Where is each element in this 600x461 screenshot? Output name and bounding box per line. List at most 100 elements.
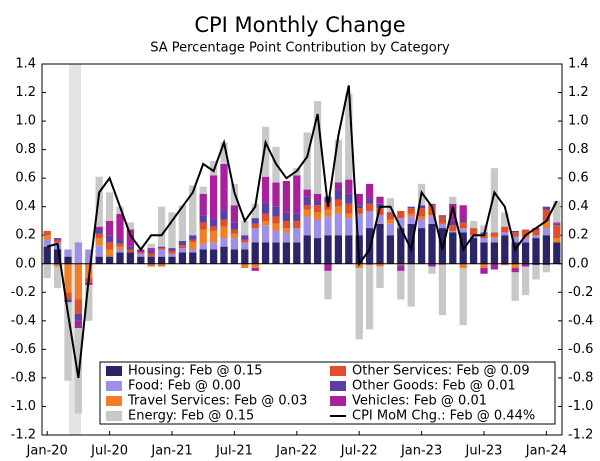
bar (282, 220, 291, 229)
bar (137, 252, 145, 254)
bar (64, 299, 72, 303)
y-tick-label: 1.2 (15, 85, 36, 100)
bar (261, 220, 270, 226)
bar (324, 270, 332, 300)
bar (324, 216, 332, 236)
bar (376, 223, 384, 264)
bar (199, 243, 207, 250)
bar (532, 235, 540, 239)
bar (95, 233, 103, 239)
bar (417, 219, 426, 229)
bar (272, 242, 280, 264)
bar (542, 265, 551, 273)
legend-swatch (106, 411, 122, 421)
bar (449, 225, 457, 231)
bar (469, 238, 478, 264)
bar (480, 263, 488, 269)
bar (324, 235, 332, 264)
bar (490, 168, 499, 233)
bar (168, 253, 176, 257)
bar (449, 230, 457, 233)
bar (168, 250, 176, 254)
bar (126, 246, 135, 250)
bar (209, 175, 218, 219)
bar (313, 193, 322, 201)
plot: -1.2 -1.2 -1.0 -1.0 -0.8 -0.8 -0.6 -0.6 -0.4 -0.4… (11, 57, 594, 459)
bar (511, 272, 519, 301)
bar (334, 182, 343, 190)
bar (64, 263, 72, 293)
bar (313, 101, 322, 194)
y-tick-label: -0.4 (11, 313, 36, 328)
y-tick-label: 1.4 (15, 57, 36, 72)
bar (199, 186, 207, 194)
bar (334, 189, 343, 200)
x-tick-label: Jan-23 (400, 444, 442, 459)
bar (241, 235, 249, 240)
bar (168, 256, 176, 264)
legend-label: Food: Feb @ 0.00 (128, 379, 241, 394)
bar (168, 212, 176, 249)
bar (95, 226, 103, 230)
bar (480, 225, 488, 233)
bar (74, 242, 83, 264)
bar (116, 243, 124, 247)
bar (438, 263, 447, 266)
legend-label: Other Goods: Feb @ 0.01 (352, 379, 516, 394)
y2-tick-label: 1.2 (568, 85, 589, 100)
bar (438, 216, 447, 224)
chart-subtitle: SA Percentage Point Contribution by Cate… (150, 41, 450, 56)
bar (74, 299, 83, 314)
bar (189, 235, 197, 240)
bar (459, 268, 467, 326)
x-tick-label: Jan-21 (150, 444, 192, 459)
bar (365, 198, 374, 204)
bar (272, 223, 280, 231)
bar (220, 142, 228, 164)
bar (95, 256, 103, 264)
bar (521, 236, 530, 239)
bar (345, 93, 353, 180)
bar (241, 220, 249, 236)
bar (355, 208, 363, 214)
legend-swatch (330, 396, 346, 406)
bar (241, 249, 249, 264)
bar (303, 205, 311, 210)
bar (126, 229, 135, 247)
bar (438, 215, 447, 217)
bar (386, 213, 395, 220)
bar (251, 268, 259, 271)
bar (428, 263, 436, 267)
bar (147, 243, 155, 249)
bar (105, 220, 114, 236)
bar (189, 242, 197, 250)
bar (74, 263, 83, 300)
bar (53, 239, 62, 243)
bar (490, 232, 499, 237)
legend-label: Other Services: Feb @ 0.09 (352, 364, 530, 379)
bar (334, 206, 343, 214)
bar (43, 230, 51, 236)
y2-tick-label: -0.6 (568, 342, 593, 357)
y-tick-label: -0.6 (11, 342, 36, 357)
bar (43, 263, 51, 279)
bar (251, 242, 259, 264)
y-tick-label: 0.8 (15, 142, 36, 157)
bar (116, 249, 124, 253)
bar (53, 263, 62, 267)
bar (126, 252, 135, 264)
bar (116, 206, 124, 214)
bar (178, 248, 187, 253)
bar (511, 268, 519, 273)
bar (105, 192, 114, 221)
y2-tick-label: 1.4 (568, 57, 589, 72)
bar (293, 175, 301, 214)
bar (126, 249, 135, 253)
bar (147, 250, 155, 254)
bar (189, 239, 197, 243)
legend-label: Travel Services: Feb @ 0.03 (127, 394, 307, 409)
bar (43, 239, 51, 247)
bar (376, 215, 384, 224)
bar (95, 176, 103, 227)
bar (365, 203, 374, 211)
